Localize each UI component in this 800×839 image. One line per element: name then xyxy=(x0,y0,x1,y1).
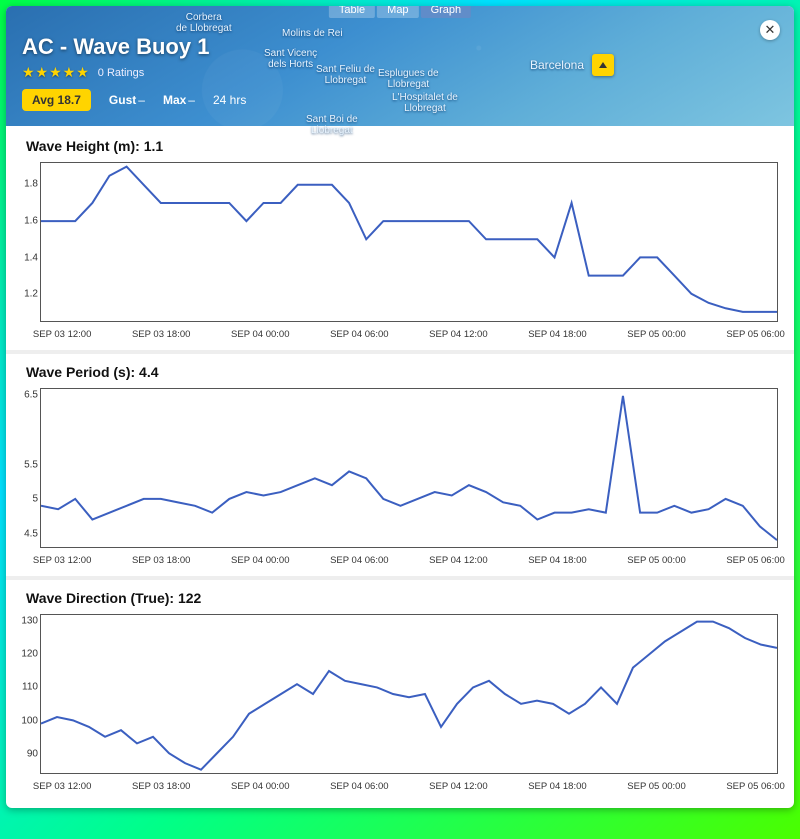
header-map: Table Map Graph ✕ Corberade LlobregatMol… xyxy=(6,6,794,126)
x-tick: SEP 03 12:00 xyxy=(33,781,91,792)
chart-wave-period: Wave Period (s): 4.4 4.5 5 5.5 6.5 SEP 03 12:… xyxy=(12,360,788,566)
chart-wave-direction: Wave Direction (True): 122 90 100 110 120 130… xyxy=(12,586,788,792)
y-tick: 130 xyxy=(16,615,38,626)
view-tabs: Table Map Graph xyxy=(329,6,471,18)
chart-box: 4.5 5 5.5 6.5 SEP 03 12:00 SEP 03 18:00 SEP 04… xyxy=(16,386,782,566)
x-tick: SEP 04 18:00 xyxy=(528,781,586,792)
x-tick: SEP 05 06:00 xyxy=(726,329,784,340)
x-tick: SEP 03 12:00 xyxy=(33,329,91,340)
plot-area xyxy=(40,388,778,548)
chart-wave-height: Wave Height (m): 1.1 1.2 1.4 1.6 1.8 SEP 03 1… xyxy=(12,134,788,340)
chart-title: Wave Direction (True): 122 xyxy=(12,586,788,612)
x-tick: SEP 04 12:00 xyxy=(429,781,487,792)
star-icons: ★★★★★ xyxy=(22,64,90,81)
ratings-count: 0 Ratings xyxy=(98,67,144,79)
plot-area xyxy=(40,162,778,322)
x-tick: SEP 04 06:00 xyxy=(330,555,388,566)
x-tick: SEP 03 18:00 xyxy=(132,555,190,566)
y-tick: 1.6 xyxy=(16,215,38,226)
x-tick: SEP 03 18:00 xyxy=(132,329,190,340)
y-tick: 5.5 xyxy=(16,459,38,470)
rating-row: ★★★★★ 0 Ratings xyxy=(22,64,778,81)
y-tick: 5 xyxy=(16,494,38,505)
x-tick: SEP 05 00:00 xyxy=(627,555,685,566)
y-tick: 4.5 xyxy=(16,529,38,540)
y-tick: 1.2 xyxy=(16,289,38,300)
y-tick: 120 xyxy=(16,649,38,660)
y-tick: 6.5 xyxy=(16,389,38,400)
buoy-panel: Table Map Graph ✕ Corberade LlobregatMol… xyxy=(6,6,794,808)
x-tick: SEP 05 00:00 xyxy=(627,781,685,792)
gust-stat: Gust– xyxy=(109,93,145,107)
chart-box: 1.2 1.4 1.6 1.8 SEP 03 12:00 SEP 03 18:00 SEP … xyxy=(16,160,782,340)
plot-area xyxy=(40,614,778,774)
tab-map[interactable]: Map xyxy=(377,6,418,18)
x-tick: SEP 05 00:00 xyxy=(627,329,685,340)
y-tick: 100 xyxy=(16,715,38,726)
x-tick: SEP 04 12:00 xyxy=(429,555,487,566)
max-stat: Max– xyxy=(163,93,195,107)
close-button[interactable]: ✕ xyxy=(760,20,780,40)
y-tick: 1.8 xyxy=(16,179,38,190)
x-tick: SEP 04 00:00 xyxy=(231,555,289,566)
line-svg xyxy=(41,163,777,321)
location-marker-icon[interactable] xyxy=(592,54,614,76)
x-tick: SEP 04 12:00 xyxy=(429,329,487,340)
x-tick: SEP 04 06:00 xyxy=(330,329,388,340)
x-tick: SEP 04 00:00 xyxy=(231,781,289,792)
page-title: AC - Wave Buoy 1 xyxy=(22,34,778,60)
chart-title: Wave Height (m): 1.1 xyxy=(12,134,788,160)
chart-box: 90 100 110 120 130 SEP 03 12:00 SEP 03 18:00 SE… xyxy=(16,612,782,792)
x-tick: SEP 04 18:00 xyxy=(528,329,586,340)
stats-row: Avg 18.7 Gust– Max– 24 hrs xyxy=(22,89,778,111)
x-tick: SEP 04 18:00 xyxy=(528,555,586,566)
y-tick: 90 xyxy=(16,749,38,760)
y-tick: 110 xyxy=(16,682,38,693)
y-tick: 1.4 xyxy=(16,252,38,263)
tab-graph[interactable]: Graph xyxy=(421,6,472,18)
tab-table[interactable]: Table xyxy=(329,6,375,18)
map-place-label: Corberade Llobregat xyxy=(176,12,232,34)
line-svg xyxy=(41,615,777,773)
x-tick: SEP 03 18:00 xyxy=(132,781,190,792)
chart-title: Wave Period (s): 4.4 xyxy=(12,360,788,386)
avg-badge[interactable]: Avg 18.7 xyxy=(22,89,91,111)
x-tick: SEP 04 00:00 xyxy=(231,329,289,340)
x-tick: SEP 05 06:00 xyxy=(726,555,784,566)
x-tick: SEP 04 06:00 xyxy=(330,781,388,792)
charts-container: Wave Height (m): 1.1 1.2 1.4 1.6 1.8 SEP 03 1… xyxy=(6,126,794,808)
line-svg xyxy=(41,389,777,547)
x-tick: SEP 03 12:00 xyxy=(33,555,91,566)
time-range: 24 hrs xyxy=(213,93,246,107)
x-tick: SEP 05 06:00 xyxy=(726,781,784,792)
